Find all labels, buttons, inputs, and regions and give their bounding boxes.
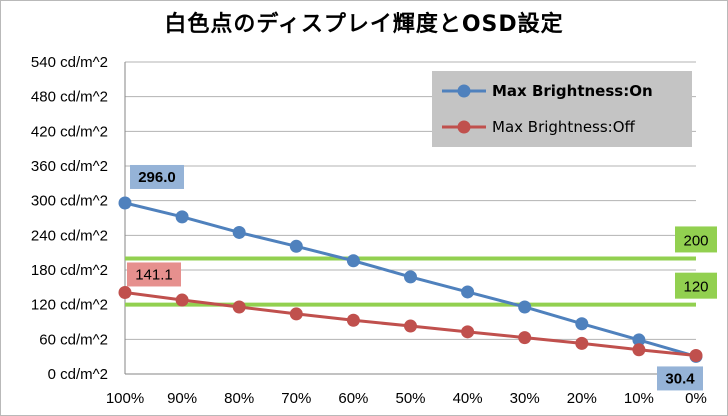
data-point	[232, 225, 246, 239]
data-label: 30.4	[665, 370, 695, 387]
x-tick-label: 70%	[281, 390, 311, 407]
data-point	[632, 333, 646, 347]
y-tick-label: 420 cd/m^2	[31, 123, 108, 140]
x-tick-label: 100%	[106, 390, 144, 407]
x-tick-label: 40%	[453, 390, 483, 407]
y-tick-label: 300 cd/m^2	[31, 193, 108, 210]
reference-label-box	[675, 272, 717, 299]
data-point	[404, 319, 417, 333]
data-label: 141.1	[135, 266, 173, 283]
x-tick-label: 0%	[685, 390, 707, 407]
legend-box	[432, 71, 692, 147]
reference-label: 200	[683, 232, 708, 249]
data-label-box	[657, 366, 703, 391]
y-tick-label: 120 cd/m^2	[31, 297, 108, 314]
x-tick-label: 60%	[338, 390, 368, 407]
data-point	[632, 343, 646, 357]
data-point	[518, 300, 532, 314]
y-tick-label: 360 cd/m^2	[31, 158, 108, 175]
data-point	[404, 270, 417, 284]
x-tick-label: 30%	[510, 390, 540, 407]
x-tick-label: 80%	[224, 390, 254, 407]
x-tick-label: 10%	[624, 390, 654, 407]
data-point	[346, 254, 360, 268]
x-tick-label: 90%	[167, 390, 197, 407]
data-point	[575, 336, 589, 350]
y-tick-label: 180 cd/m^2	[31, 262, 108, 279]
data-point	[118, 196, 132, 210]
legend-label: Max Brightness:Off	[492, 118, 636, 136]
data-point	[289, 307, 303, 321]
data-point	[575, 317, 589, 331]
x-tick-label: 50%	[395, 390, 425, 407]
data-point	[461, 285, 475, 299]
y-tick-label: 540 cd/m^2	[31, 54, 108, 71]
legend-label: Max Brightness:On	[492, 82, 653, 100]
data-point	[518, 331, 532, 345]
reference-lines: 200 120	[125, 226, 717, 307]
series-lines	[118, 196, 703, 363]
y-tick-label: 480 cd/m^2	[31, 89, 108, 106]
y-tick-label: 0 cd/m^2	[48, 366, 108, 383]
data-label-box	[127, 262, 181, 287]
reference-label: 120	[683, 279, 708, 296]
data-label-box	[130, 164, 184, 189]
data-point	[232, 300, 246, 314]
legend: Max Brightness:On Max Brightness:Off	[432, 71, 692, 147]
y-axis-ticks: 0 cd/m^2 60 cd/m^2 120 cd/m^2 180 cd/m^2 240…	[31, 54, 108, 383]
reference-label-box	[675, 226, 717, 253]
x-axis-ticks: 100% 90% 80% 70% 60% 50% 40% 30% 20% 10% 0%	[106, 390, 707, 407]
legend-marker	[457, 84, 471, 98]
data-point	[289, 239, 303, 253]
legend-marker	[457, 120, 471, 134]
data-point	[118, 285, 132, 299]
data-annotations: 296.0 141.1 30.4	[127, 164, 703, 391]
data-point	[461, 325, 475, 339]
data-point	[689, 349, 703, 363]
y-tick-label: 60 cd/m^2	[39, 331, 108, 348]
data-label: 296.0	[138, 169, 176, 186]
chart-title: 白色点のディスプレイ輝度とOSD設定	[164, 12, 564, 37]
data-point	[175, 293, 189, 307]
data-point	[175, 210, 189, 224]
data-point	[346, 313, 360, 327]
y-tick-label: 240 cd/m^2	[31, 227, 108, 244]
x-tick-label: 20%	[567, 390, 597, 407]
